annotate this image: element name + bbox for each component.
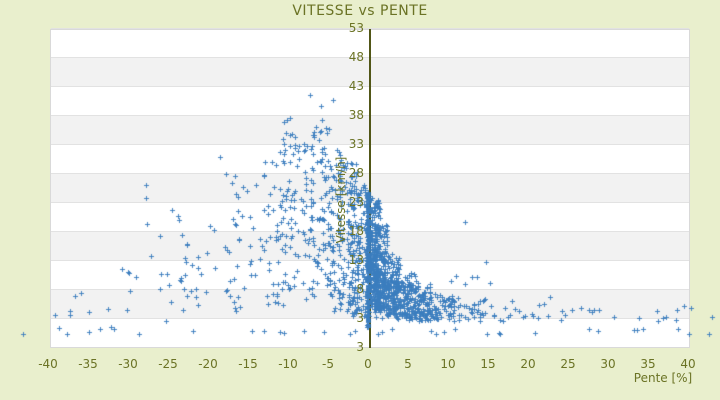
y-tick-label: 13: [348, 253, 364, 267]
y-tick-label: 28: [348, 166, 364, 180]
x-tick-label: -35: [78, 357, 98, 371]
y-axis-title: Vitesse [km/h]: [334, 156, 348, 244]
x-tick-label: 25: [560, 357, 576, 371]
x-axis-title: Pente [%]: [633, 371, 693, 385]
x-tick-label: 10: [440, 357, 456, 371]
x-tick-label: 5: [404, 357, 412, 371]
y-tick-label: 48: [348, 50, 364, 64]
x-tick-label: 0: [364, 357, 372, 371]
x-tick-label: -25: [158, 357, 178, 371]
x-tick-label: 20: [520, 357, 536, 371]
x-tick-label: 15: [480, 357, 496, 371]
x-tick-label: -40: [38, 357, 58, 371]
y-tick-label: 8: [356, 282, 364, 296]
x-tick-label: 40: [680, 357, 696, 371]
x-tick-label: -30: [118, 357, 138, 371]
y-tick-label: 38: [348, 108, 364, 122]
y-tick-label: 23: [348, 195, 364, 209]
y-tick-label: 18: [348, 224, 364, 238]
x-tick-label: 35: [640, 357, 656, 371]
y-tick-label: 33: [348, 137, 364, 151]
y-tick-label: 43: [348, 79, 364, 93]
y-axis-bottom-label: 3: [356, 340, 364, 354]
x-tick-label: -10: [278, 357, 298, 371]
y-tick-label: 3: [356, 311, 364, 325]
y-tick-label: 53: [348, 21, 364, 35]
x-tick-label: -15: [238, 357, 258, 371]
x-tick-label: 30: [600, 357, 616, 371]
x-tick-label: -5: [322, 357, 334, 371]
x-tick-label: -20: [198, 357, 218, 371]
